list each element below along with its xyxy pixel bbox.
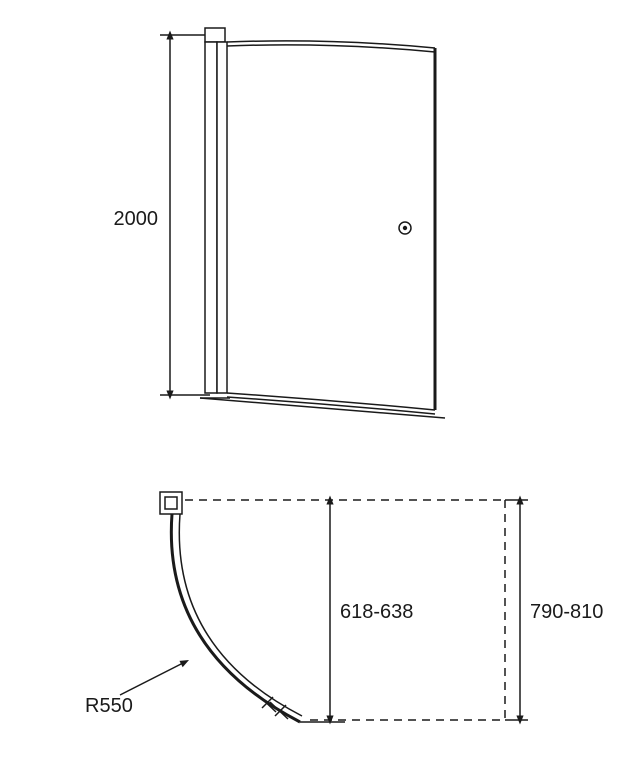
inner-dim-label: 618-638 <box>340 601 413 623</box>
plan-door-arc-outer <box>171 514 300 722</box>
inner-dimension: 618-638 <box>300 500 413 722</box>
outer-dim-label: 790-810 <box>530 601 603 623</box>
plan-door-arc-inner <box>179 514 302 716</box>
plan-view: R550 618-638 790-810 <box>85 492 603 722</box>
hinge-profile-inner <box>217 42 227 393</box>
top-cap <box>205 28 225 42</box>
glass-panel <box>200 41 445 418</box>
outer-dimension: 790-810 <box>505 500 603 720</box>
plan-hinge-block <box>160 492 182 514</box>
elevation-view: 2000 <box>114 28 446 418</box>
handle-dot <box>403 226 407 230</box>
radius-dimension: R550 <box>85 662 185 717</box>
hinge-profile <box>205 42 217 393</box>
radius-label: R550 <box>85 695 133 717</box>
height-dimension: 2000 <box>114 35 211 395</box>
height-label: 2000 <box>114 208 159 230</box>
